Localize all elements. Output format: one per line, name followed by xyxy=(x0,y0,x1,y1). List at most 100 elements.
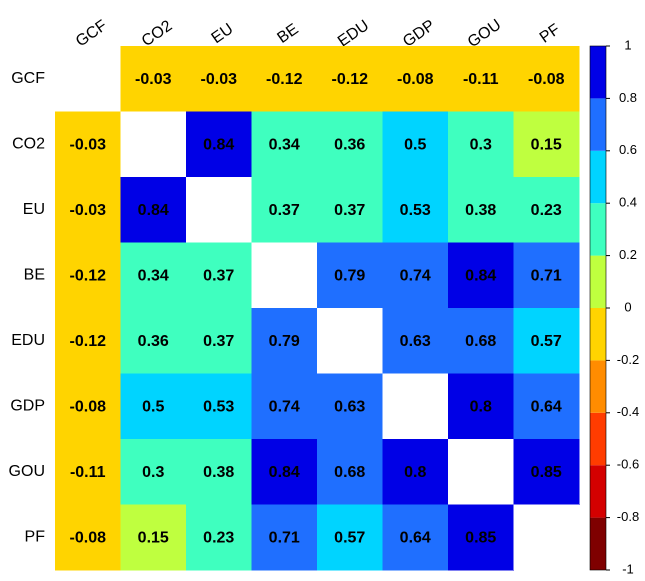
diagonal-cell xyxy=(55,46,121,112)
diagonal-cell xyxy=(317,308,383,374)
diagonal-cell xyxy=(251,242,317,308)
cell-value: 0.5 xyxy=(142,398,164,415)
cell-value: 0.36 xyxy=(138,333,169,350)
cell xyxy=(317,373,383,440)
cell-value: 0.84 xyxy=(138,202,169,219)
colorbar-bin xyxy=(590,203,606,256)
column-label: GOU xyxy=(465,16,505,51)
cell-value: 0.23 xyxy=(203,529,234,546)
cell xyxy=(513,111,580,178)
cell xyxy=(120,242,187,309)
row-label: GCF xyxy=(11,70,45,87)
row-label: EU xyxy=(23,201,45,218)
cell-value: 0.23 xyxy=(531,202,562,219)
cell-value: 0.64 xyxy=(400,529,431,546)
cell-value: 0.85 xyxy=(531,464,562,481)
cell xyxy=(251,177,318,243)
cell xyxy=(120,504,187,571)
cell-value: 0.63 xyxy=(400,333,431,350)
cell xyxy=(317,439,383,505)
colorbar-tick-label: -0.4 xyxy=(617,404,639,419)
row-label: GOU xyxy=(9,463,45,480)
cell-value: 0.8 xyxy=(404,464,426,481)
cell xyxy=(448,242,514,309)
cell-value: 0.15 xyxy=(138,529,169,546)
cell xyxy=(251,439,318,505)
cell-value: 0.34 xyxy=(138,267,169,284)
cell-value: -0.08 xyxy=(397,71,434,88)
cell-value: 0.3 xyxy=(470,136,492,153)
cell xyxy=(251,308,318,374)
cell-value: 0.37 xyxy=(203,333,234,350)
cell-value: 0.79 xyxy=(269,333,300,350)
cell-value: 0.84 xyxy=(269,464,300,481)
cell xyxy=(317,242,383,309)
row-label: CO2 xyxy=(12,135,45,152)
cell-value: -0.12 xyxy=(266,71,303,88)
colorbar-tick-label: 0.4 xyxy=(619,195,637,210)
cell xyxy=(382,46,449,112)
cell xyxy=(448,46,514,112)
cell-value: -0.03 xyxy=(70,202,107,219)
cell xyxy=(513,46,580,112)
colorbar-bin xyxy=(590,360,606,413)
cell xyxy=(186,439,252,505)
colorbar-bin xyxy=(590,46,606,99)
row-label: GDP xyxy=(10,397,45,414)
cell-value: -0.12 xyxy=(332,71,369,88)
column-label: EU xyxy=(209,20,237,47)
cell xyxy=(448,308,514,374)
cell-value: 0.68 xyxy=(465,333,496,350)
cell xyxy=(448,373,514,440)
column-label: BE xyxy=(274,21,301,47)
diagonal-cell xyxy=(448,439,514,505)
cell xyxy=(382,111,449,178)
cell-value: -0.11 xyxy=(70,464,106,481)
cell xyxy=(120,373,187,440)
cell xyxy=(120,46,187,112)
cell-value: 0.57 xyxy=(531,333,562,350)
cell xyxy=(55,504,121,571)
cell xyxy=(317,46,383,112)
cell-value: 0.37 xyxy=(203,267,234,284)
cell xyxy=(317,111,383,178)
cell xyxy=(186,308,252,374)
cell xyxy=(448,504,514,571)
cell-value: 0.71 xyxy=(269,529,300,546)
cell-value: -0.08 xyxy=(70,529,107,546)
colorbar-tick-label: 0.2 xyxy=(619,247,637,262)
cell xyxy=(55,242,121,309)
cell xyxy=(55,373,121,440)
diagonal-cell xyxy=(120,111,186,177)
cell xyxy=(513,373,580,440)
cell xyxy=(251,373,318,440)
cell-value: 0.36 xyxy=(334,136,365,153)
cell xyxy=(251,111,318,178)
cell-value: 0.63 xyxy=(334,398,365,415)
cell xyxy=(382,439,449,505)
colorbar-bin xyxy=(590,465,606,518)
cell-value: -0.11 xyxy=(463,71,499,88)
cell-value: -0.08 xyxy=(70,398,107,415)
colorbar-tick-label: -0.2 xyxy=(617,352,639,367)
cell-value: 0.74 xyxy=(269,398,300,415)
cell-value: -0.12 xyxy=(70,267,107,284)
cell-value: -0.03 xyxy=(70,136,107,153)
cell-value: -0.03 xyxy=(201,71,238,88)
cell-value: 0.85 xyxy=(465,529,496,546)
cell xyxy=(513,242,580,309)
diagonal-cell xyxy=(382,373,448,439)
cell-value: 0.37 xyxy=(334,202,365,219)
cell-value: 0.71 xyxy=(531,267,562,284)
cell xyxy=(513,177,580,243)
colorbar-bin xyxy=(590,412,606,466)
colorbar-tick-label: 0.6 xyxy=(619,142,637,157)
cell xyxy=(120,177,187,243)
cell-value: 0.68 xyxy=(334,464,365,481)
cell-value: 0.37 xyxy=(269,202,300,219)
cell xyxy=(251,504,318,571)
column-label: EDU xyxy=(335,17,372,50)
cell-value: 0.84 xyxy=(465,267,496,284)
cell xyxy=(186,373,252,440)
